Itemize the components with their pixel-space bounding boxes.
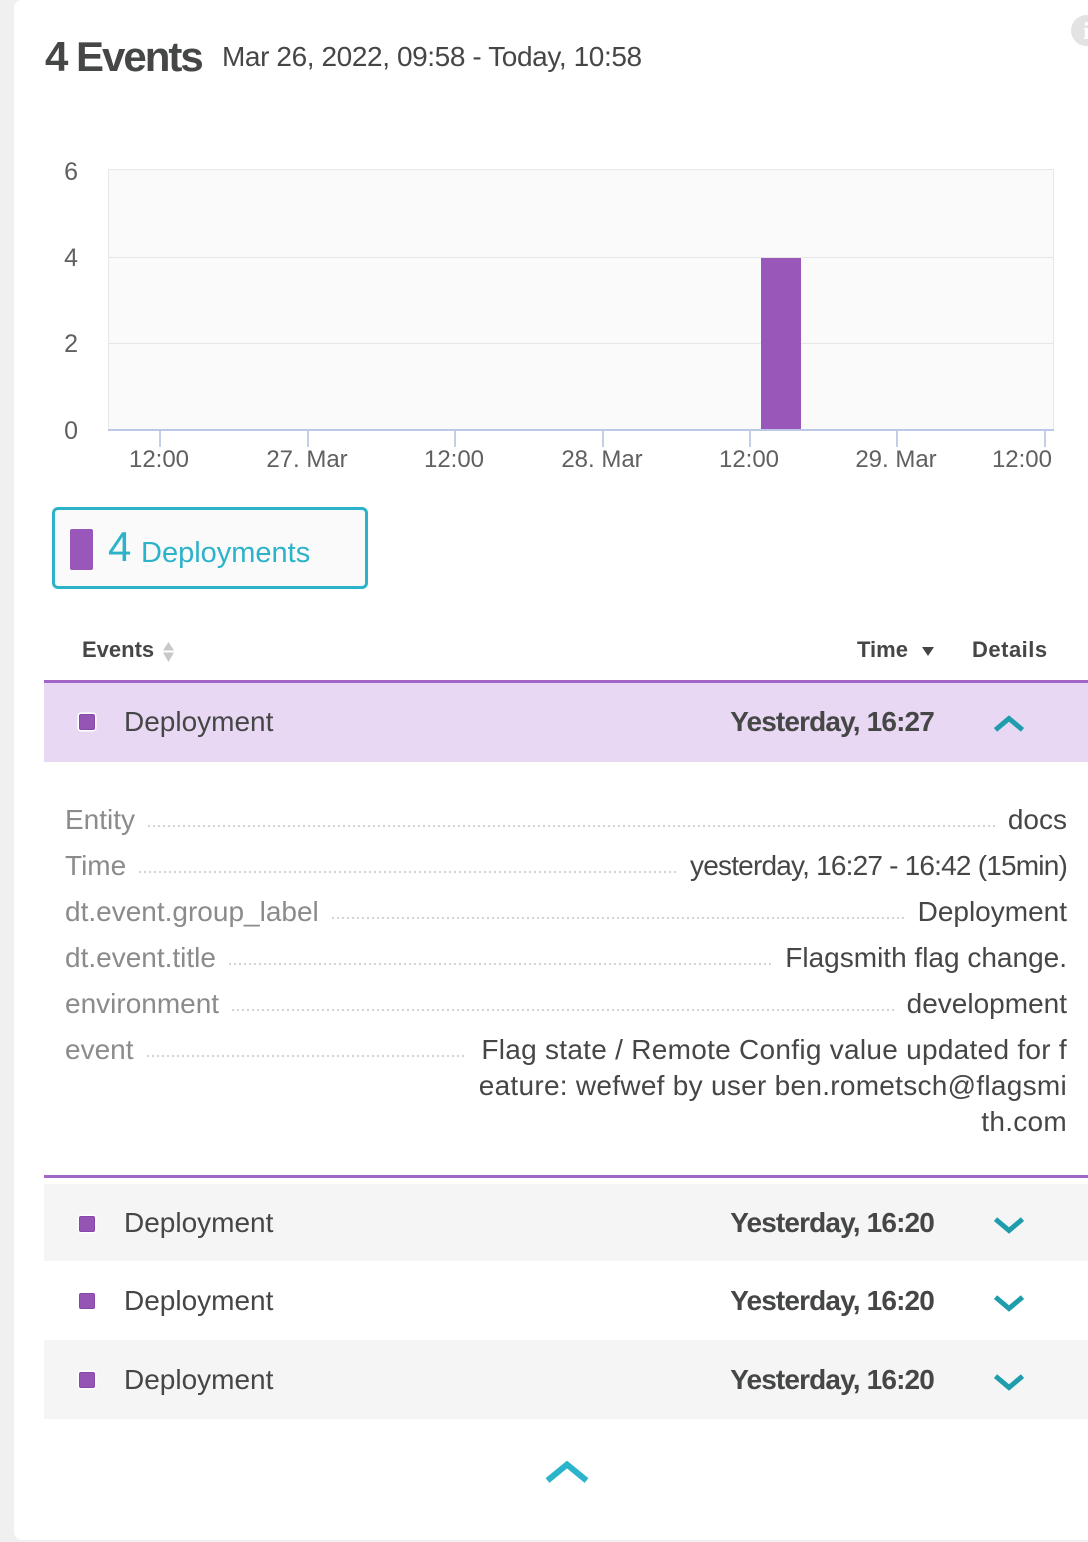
- svg-text:i: i: [1083, 19, 1088, 45]
